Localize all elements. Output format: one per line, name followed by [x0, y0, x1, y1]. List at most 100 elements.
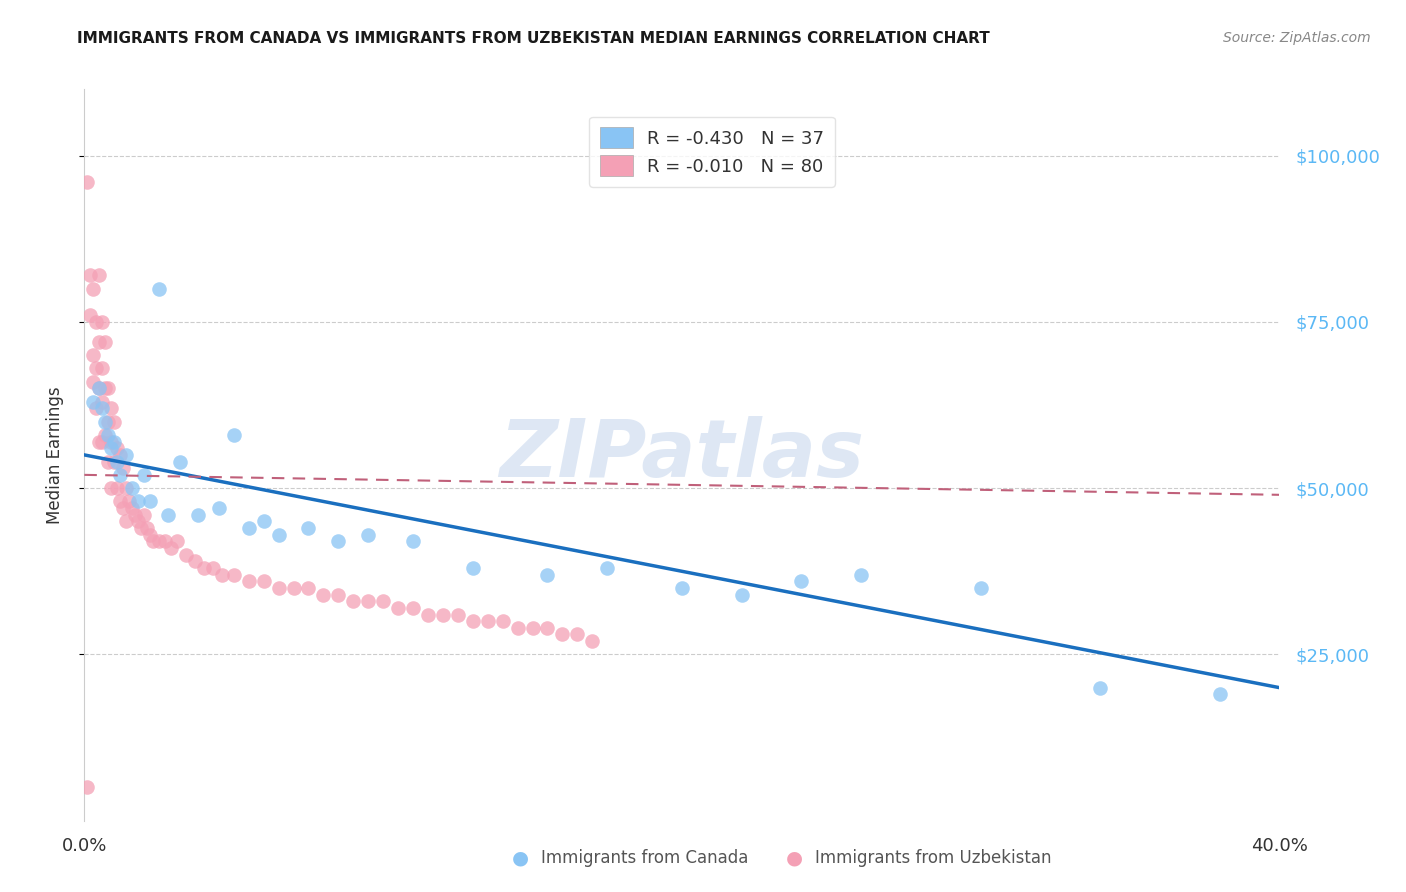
Point	[103, 415, 125, 429]
Point	[110, 467, 132, 482]
Point	[89, 381, 111, 395]
Y-axis label: Median Earnings: Median Earnings	[45, 386, 63, 524]
Point	[432, 607, 454, 622]
Point	[129, 521, 152, 535]
Legend: R = -0.430   N = 37, R = -0.010   N = 80: R = -0.430 N = 37, R = -0.010 N = 80	[589, 117, 835, 187]
Point	[132, 467, 156, 482]
Text: ●: ●	[512, 848, 529, 867]
Point	[402, 600, 425, 615]
Point	[461, 561, 484, 575]
Point	[238, 521, 260, 535]
Point	[184, 554, 207, 568]
Point	[112, 461, 135, 475]
Point	[416, 607, 439, 622]
Point	[105, 442, 128, 456]
Point	[253, 574, 276, 589]
Point	[596, 561, 619, 575]
Point	[127, 515, 149, 529]
Point	[551, 627, 574, 641]
Point	[115, 448, 138, 462]
Point	[312, 588, 335, 602]
Point	[97, 381, 120, 395]
Point	[110, 448, 132, 462]
Point	[402, 534, 425, 549]
Point	[79, 308, 101, 322]
Point	[297, 581, 319, 595]
Point	[132, 508, 156, 522]
Point	[91, 401, 114, 416]
Point	[94, 415, 117, 429]
Point	[160, 541, 183, 555]
Point	[91, 315, 114, 329]
Point	[148, 282, 170, 296]
Point	[105, 454, 128, 468]
Point	[121, 481, 143, 495]
Point	[82, 394, 104, 409]
Point	[671, 581, 693, 595]
Point	[124, 508, 146, 522]
Point	[94, 334, 117, 349]
Point	[477, 614, 499, 628]
Point	[94, 381, 117, 395]
Point	[187, 508, 209, 522]
Point	[112, 501, 135, 516]
Point	[201, 561, 224, 575]
Point	[328, 534, 350, 549]
Point	[82, 348, 104, 362]
Point	[100, 434, 122, 449]
Point	[139, 494, 162, 508]
Point	[105, 481, 128, 495]
Point	[581, 634, 603, 648]
Point	[174, 548, 197, 562]
Point	[283, 581, 305, 595]
Point	[97, 415, 120, 429]
Point	[103, 454, 125, 468]
Point	[731, 588, 754, 602]
Point	[97, 428, 120, 442]
Point	[76, 780, 98, 795]
Point	[461, 614, 484, 628]
Point	[1090, 681, 1112, 695]
Point	[79, 268, 101, 283]
Point	[100, 481, 122, 495]
Point	[148, 534, 170, 549]
Point	[97, 454, 120, 468]
Point	[522, 621, 544, 635]
Point	[357, 527, 380, 541]
Point	[91, 434, 114, 449]
Text: Immigrants from Uzbekistan: Immigrants from Uzbekistan	[815, 849, 1052, 867]
Point	[567, 627, 589, 641]
Point	[86, 361, 108, 376]
Point	[89, 268, 111, 283]
Point	[342, 594, 364, 608]
Text: ●: ●	[786, 848, 803, 867]
Point	[115, 481, 138, 495]
Point	[357, 594, 380, 608]
Point	[851, 567, 873, 582]
Text: IMMIGRANTS FROM CANADA VS IMMIGRANTS FROM UZBEKISTAN MEDIAN EARNINGS CORRELATION: IMMIGRANTS FROM CANADA VS IMMIGRANTS FRO…	[77, 31, 990, 46]
Point	[89, 381, 111, 395]
Point	[121, 501, 143, 516]
Point	[253, 515, 276, 529]
Point	[222, 428, 245, 442]
Point	[86, 401, 108, 416]
Point	[447, 607, 470, 622]
Point	[127, 494, 149, 508]
Text: Source: ZipAtlas.com: Source: ZipAtlas.com	[1223, 31, 1371, 45]
Point	[328, 588, 350, 602]
Point	[790, 574, 813, 589]
Point	[267, 581, 290, 595]
Point	[82, 375, 104, 389]
Point	[267, 527, 290, 541]
Point	[103, 434, 125, 449]
Point	[139, 527, 162, 541]
Point	[222, 567, 245, 582]
Point	[169, 454, 191, 468]
Point	[157, 508, 180, 522]
Point	[193, 561, 215, 575]
Point	[387, 600, 409, 615]
Point	[100, 401, 122, 416]
Point	[166, 534, 188, 549]
Point	[89, 434, 111, 449]
Point	[142, 534, 165, 549]
